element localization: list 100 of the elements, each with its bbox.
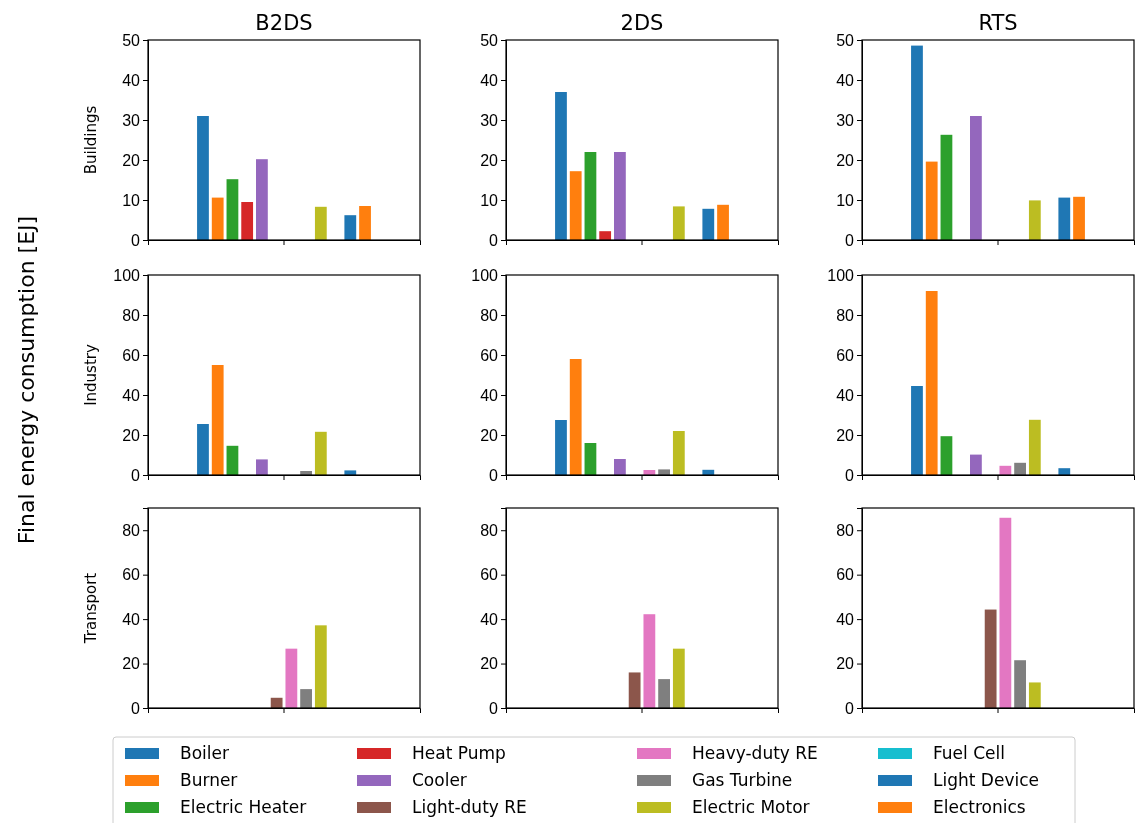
bar [1014, 462, 1026, 475]
legend-label: Light Device [933, 770, 1039, 790]
y-tick-label: 40 [836, 71, 855, 89]
legend-label: Burner [180, 770, 238, 790]
text: Final energy consumption [EJ] [14, 215, 39, 545]
legend-label: Electric Motor [692, 797, 810, 817]
bar [717, 204, 729, 240]
chart-title: 2DS [620, 11, 664, 35]
bar [1058, 197, 1071, 240]
legend-label: Cooler [412, 770, 467, 790]
y-tick-label: 80 [122, 521, 141, 539]
y-tick-label: 40 [122, 610, 141, 628]
y-tick-label: 20 [480, 426, 499, 444]
y-tick-label: 50 [480, 31, 499, 49]
bar [314, 625, 327, 708]
y-tick-label: 40 [122, 71, 141, 89]
legend-label: Boiler [180, 743, 229, 763]
legend-label: Light-duty RE [412, 797, 527, 817]
bar [999, 517, 1012, 708]
bar [1058, 468, 1071, 475]
chart-title: B2DS [255, 11, 313, 35]
bar [702, 208, 715, 240]
bar [970, 116, 982, 240]
y-tick-label: 10 [122, 191, 141, 209]
bar [256, 159, 268, 240]
y-tick-label: 50 [122, 31, 141, 49]
y-tick-label: 80 [480, 521, 499, 539]
y-tick-label: 50 [836, 31, 855, 49]
bar [584, 152, 597, 240]
bar [658, 679, 670, 708]
bar [970, 454, 982, 475]
y-tick-label: 40 [836, 610, 855, 628]
bar [1028, 200, 1041, 240]
y-tick-label: 20 [122, 426, 141, 444]
y-tick-label: 20 [836, 426, 855, 444]
y-tick-label: 20 [122, 151, 141, 169]
y-axis-title: Transport [82, 572, 100, 645]
y-tick-label: 0 [489, 231, 499, 249]
y-tick-label: 80 [836, 306, 855, 324]
y-tick-label: 80 [122, 306, 141, 324]
chart-title: RTS [978, 11, 1018, 35]
y-tick-label: 60 [122, 346, 141, 364]
bar [211, 365, 224, 475]
y-tick-label: 20 [122, 655, 141, 673]
y-tick-label: 40 [480, 71, 499, 89]
bar [555, 92, 567, 240]
bar [1028, 682, 1041, 708]
bar [256, 459, 268, 475]
bar [925, 161, 938, 240]
bar [300, 689, 312, 708]
bar [672, 431, 685, 475]
y-tick-label: 100 [471, 266, 499, 284]
y-tick-label: 60 [836, 566, 855, 584]
bar [599, 231, 612, 240]
bar [569, 171, 582, 240]
bar [672, 648, 685, 708]
bar [270, 697, 283, 708]
y-tick-label: 60 [836, 346, 855, 364]
bar [359, 206, 371, 240]
y-tick-label: 30 [836, 111, 855, 129]
bar [226, 179, 239, 240]
bar [211, 197, 224, 240]
bar [658, 469, 670, 475]
bar [555, 420, 567, 475]
bar [614, 459, 626, 475]
bar [614, 152, 626, 240]
bar [1073, 196, 1085, 240]
y-axis-title: Buildings [82, 105, 100, 175]
bar [584, 443, 597, 475]
y-tick-label: 30 [480, 111, 499, 129]
y-tick-label: 100 [113, 266, 141, 284]
y-tick-label: 20 [836, 151, 855, 169]
y-tick-label: 0 [489, 466, 499, 484]
y-tick-label: 40 [122, 386, 141, 404]
bar [984, 609, 997, 708]
legend-label: Electric Heater [180, 797, 307, 817]
y-tick-label: 80 [480, 306, 499, 324]
y-axis-title: Industry [82, 344, 100, 406]
y-tick-label: 0 [131, 466, 141, 484]
bar [569, 359, 582, 475]
y-tick-label: 0 [489, 699, 499, 717]
legend-label: Heavy-duty RE [692, 743, 818, 763]
bar [197, 424, 209, 475]
y-tick-label: 20 [836, 655, 855, 673]
bar [1014, 660, 1026, 708]
y-tick-label: 0 [845, 231, 855, 249]
y-tick-label: 60 [480, 566, 499, 584]
bar [241, 202, 254, 240]
bar [226, 445, 239, 475]
y-tick-label: 60 [480, 346, 499, 364]
y-tick-label: 0 [131, 699, 141, 717]
y-tick-label: 40 [480, 610, 499, 628]
y-tick-label: 100 [827, 266, 855, 284]
y-tick-label: 10 [480, 191, 499, 209]
legend-label: Electronics [933, 797, 1026, 817]
legend-label: Heat Pump [412, 743, 506, 763]
legend-label: Fuel Cell [933, 743, 1005, 763]
bar [1028, 419, 1041, 475]
bar [643, 614, 656, 708]
bar [672, 206, 685, 240]
